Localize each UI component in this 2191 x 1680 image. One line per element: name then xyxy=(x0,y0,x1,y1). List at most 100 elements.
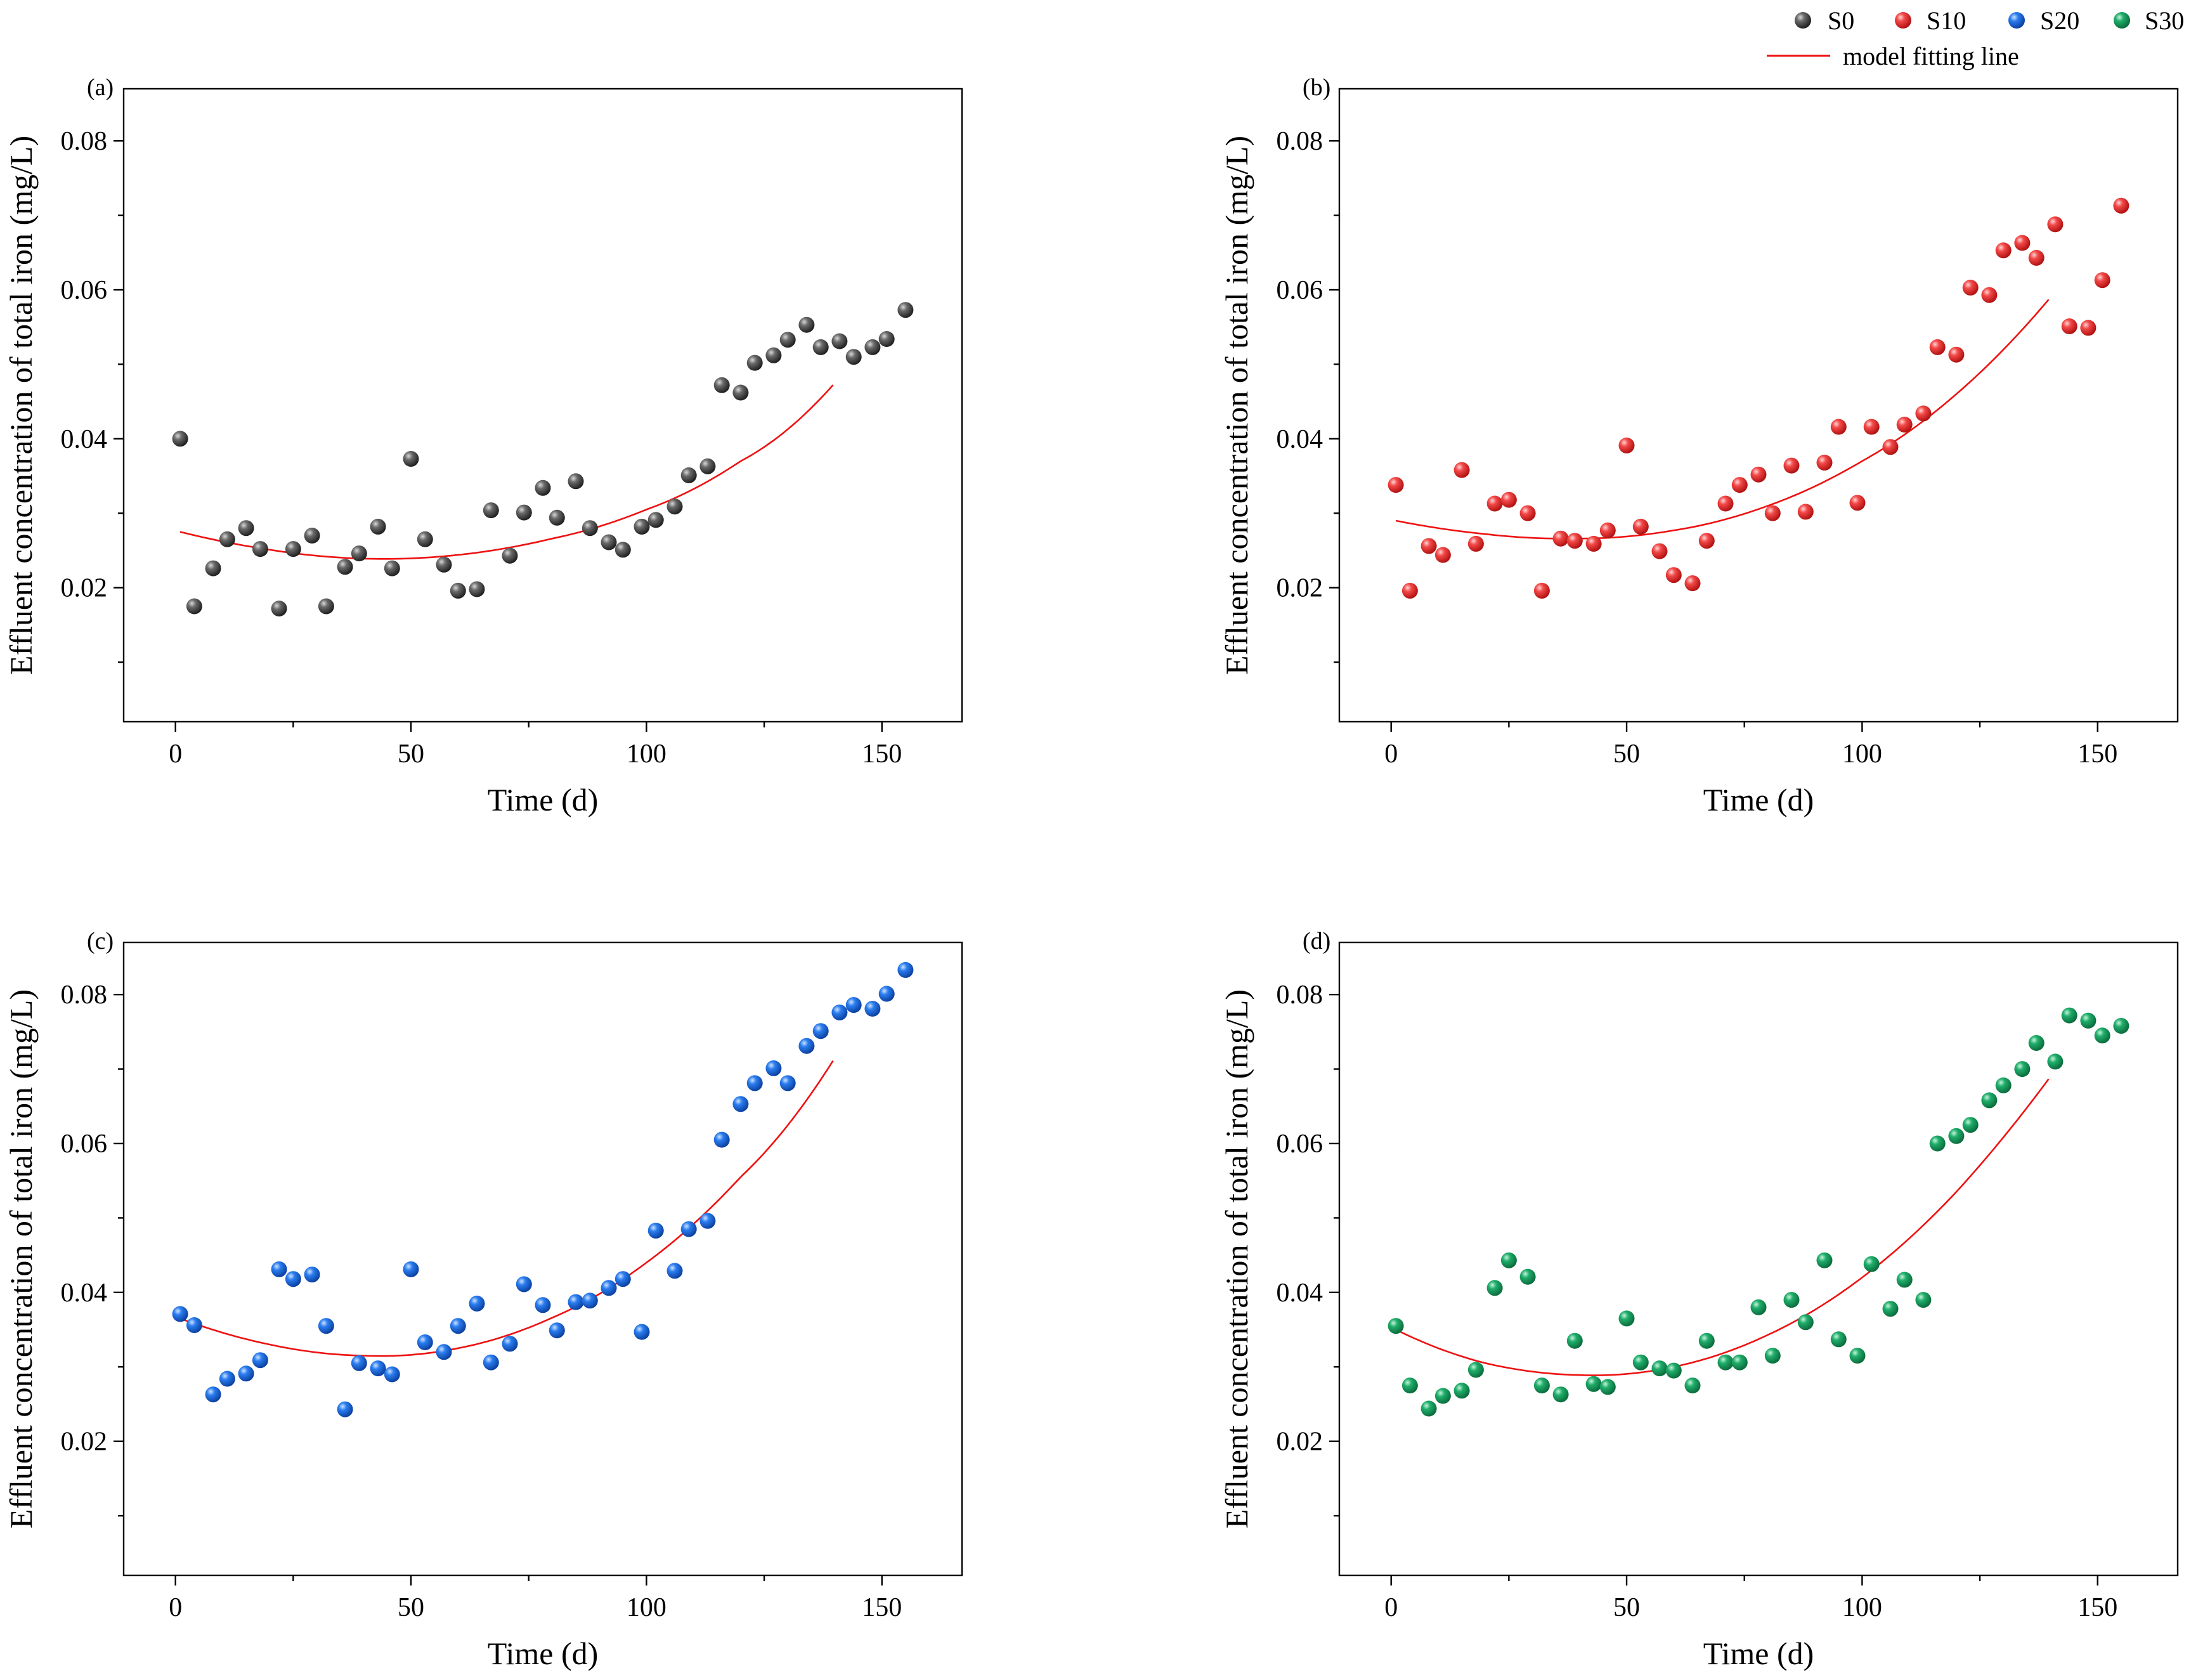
data-point xyxy=(1863,419,1880,435)
data-point xyxy=(1962,280,1979,296)
data-point xyxy=(1698,533,1715,549)
data-point xyxy=(765,347,782,363)
data-point xyxy=(1388,477,1404,493)
y-tick-label: 0.04 xyxy=(61,1279,108,1308)
data-point xyxy=(1401,1377,1418,1394)
data-point xyxy=(516,504,532,521)
y-tick-label: 0.06 xyxy=(1277,1130,1323,1159)
panel-label: (c) xyxy=(87,928,114,954)
data-point xyxy=(2061,1007,2077,1024)
data-point xyxy=(1783,1292,1800,1308)
data-point xyxy=(864,339,881,355)
data-point xyxy=(1698,1332,1715,1349)
data-point xyxy=(1486,495,1503,512)
panel-a: 0 50 100 150 0.02 0.04 0.06 0.08 Time (d) Effluen… xyxy=(3,74,963,817)
data-point xyxy=(864,1001,881,1017)
data-point xyxy=(582,520,598,537)
y-tick-label: 0.08 xyxy=(1277,980,1323,1010)
data-point xyxy=(186,1317,202,1333)
y-axis-title: Effluent concentration of total iron (mg… xyxy=(3,989,39,1528)
data-point xyxy=(1962,1117,1979,1133)
data-point xyxy=(1915,405,1932,422)
data-point xyxy=(1684,1377,1701,1394)
data-point xyxy=(337,1401,353,1417)
x-axis-title: Time (d) xyxy=(488,1636,599,1671)
panel-label: (d) xyxy=(1303,928,1330,954)
data-point xyxy=(516,1276,532,1293)
data-point xyxy=(1632,1354,1649,1371)
legend: S0 S10 S20 S30 model fitting line xyxy=(1767,6,2184,70)
data-point xyxy=(1453,462,1470,478)
data-point xyxy=(172,1306,188,1322)
x-tick-label: 0 xyxy=(169,739,182,769)
data-point xyxy=(746,1075,763,1091)
data-point xyxy=(746,355,763,371)
data-point xyxy=(1816,454,1833,471)
data-point xyxy=(845,349,862,365)
data-point xyxy=(535,479,551,496)
data-point xyxy=(614,542,631,558)
data-point xyxy=(2061,318,2077,334)
data-point xyxy=(450,582,466,599)
panel-label: (a) xyxy=(87,74,114,101)
data-point xyxy=(2047,216,2064,233)
y-tick-label: 0.04 xyxy=(1277,425,1323,454)
data-point xyxy=(1981,287,1998,303)
x-tick-label: 150 xyxy=(2077,1593,2117,1622)
x-tick-label: 150 xyxy=(862,739,902,769)
data-point xyxy=(1519,1268,1536,1285)
plot-frame xyxy=(1338,941,2179,1577)
data-point xyxy=(403,1261,419,1277)
panel-b: 0 50 100 150 0.02 0.04 0.06 0.08 Time (d) Effluen… xyxy=(1219,74,2179,817)
data-point xyxy=(831,333,848,349)
legend-fit-label: model fitting line xyxy=(1843,42,2019,70)
data-point xyxy=(2113,1018,2129,1034)
data-point xyxy=(831,1004,848,1020)
data-point xyxy=(252,1352,268,1369)
data-point xyxy=(897,302,914,318)
data-point xyxy=(238,520,254,537)
x-tick-label: 100 xyxy=(627,739,666,769)
data-point xyxy=(878,986,895,1002)
data-point xyxy=(765,1060,782,1076)
data-point xyxy=(271,601,287,616)
data-point xyxy=(568,473,584,490)
y-tick-label: 0.06 xyxy=(1277,276,1323,305)
data-point xyxy=(436,1344,452,1360)
data-point xyxy=(318,1318,334,1334)
model-fitting-line xyxy=(179,1060,834,1357)
data-point xyxy=(2113,197,2129,214)
data-point xyxy=(1764,505,1781,521)
data-point xyxy=(732,384,749,401)
data-point xyxy=(601,534,617,550)
data-point xyxy=(2080,320,2097,336)
data-point xyxy=(798,1038,815,1054)
x-tick-label: 150 xyxy=(2077,739,2117,769)
x-tick-label: 100 xyxy=(1842,1593,1882,1622)
data-point xyxy=(1830,419,1847,435)
data-point xyxy=(186,598,202,615)
legend-marker-s20 xyxy=(2008,12,2025,29)
data-point xyxy=(2014,235,2031,251)
data-point xyxy=(417,531,433,547)
data-point xyxy=(1486,1280,1503,1296)
data-point xyxy=(634,1324,650,1340)
data-point xyxy=(1717,495,1734,512)
data-point xyxy=(370,518,386,535)
data-point xyxy=(1651,1360,1668,1377)
data-point xyxy=(450,1318,466,1334)
y-tick-label: 0.02 xyxy=(61,1428,108,1457)
data-point xyxy=(1816,1252,1833,1268)
data-point xyxy=(1929,339,1946,355)
data-point xyxy=(812,339,829,355)
data-point xyxy=(1995,1077,2012,1093)
data-point xyxy=(337,559,353,575)
data-point xyxy=(1863,1256,1880,1272)
data-point xyxy=(1896,417,1913,433)
data-point xyxy=(1566,1332,1583,1349)
data-point xyxy=(1434,1388,1451,1404)
data-point xyxy=(1665,1362,1682,1379)
data-point xyxy=(1599,1379,1616,1395)
data-point xyxy=(1882,1301,1899,1317)
legend-label-s0: S0 xyxy=(1828,6,1854,35)
